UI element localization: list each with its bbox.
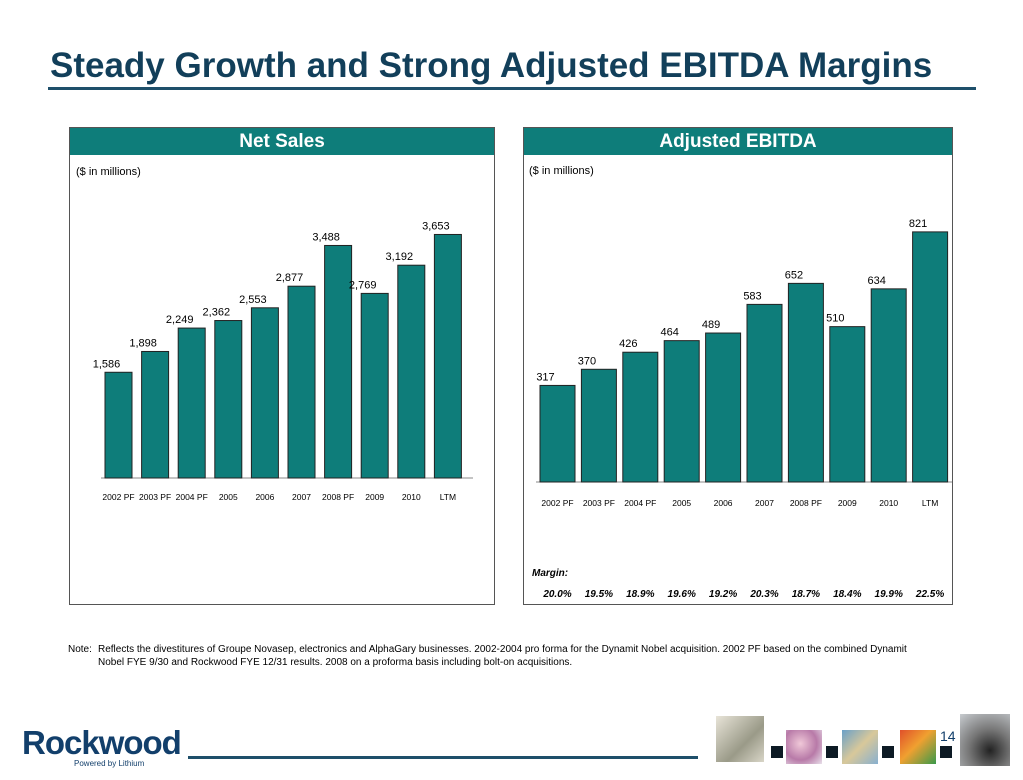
tick-label-9: LTM (440, 492, 456, 502)
footnote-prefix: Note: (68, 644, 92, 655)
bar-4 (705, 332, 742, 483)
net-sales-unit: ($ in millions) (76, 166, 141, 178)
page-title: Steady Growth and Strong Adjusted EBITDA… (50, 46, 933, 85)
tick-label-3: 2005 (219, 492, 238, 502)
bar-5 (746, 303, 783, 483)
data-label-4: 489 (702, 319, 720, 331)
data-label-5: 583 (743, 290, 761, 302)
bar-1 (141, 350, 170, 479)
margin-value-5: 20.3% (749, 589, 778, 600)
data-label-0: 1,586 (93, 358, 121, 370)
data-label-1: 370 (578, 355, 596, 367)
tick-label-4: 2006 (714, 498, 733, 508)
tick-label-8: 2010 (879, 498, 898, 508)
data-label-0: 317 (536, 371, 554, 383)
data-label-8: 3,192 (386, 251, 414, 263)
adjusted-ebitda-header: Adjusted EBITDA (524, 128, 952, 155)
title-divider (48, 87, 976, 90)
pills-photo-icon (786, 730, 822, 764)
tick-label-2: 2004 PF (624, 498, 656, 508)
data-label-8: 634 (868, 275, 886, 287)
footnote-text: Reflects the divestitures of Groupe Nova… (98, 644, 907, 668)
bar-6 (787, 282, 824, 483)
square-bullet-icon (882, 746, 894, 758)
margin-value-3: 19.6% (668, 589, 696, 600)
bar-0 (539, 384, 576, 483)
bar-3 (214, 320, 243, 479)
page-number: 14 (940, 728, 956, 744)
data-label-3: 2,362 (203, 307, 231, 319)
margin-label: Margin: (532, 568, 569, 579)
pigment-photo-icon (900, 730, 936, 764)
data-label-9: 3,653 (422, 220, 450, 232)
tick-label-1: 2003 PF (139, 492, 171, 502)
data-label-2: 426 (619, 338, 637, 350)
margin-value-7: 18.4% (833, 589, 861, 600)
company-logo: Rockwood Powered by Lithium (22, 724, 182, 768)
data-label-9: 821 (909, 218, 927, 230)
bar-2 (177, 327, 206, 479)
footer-divider (188, 756, 698, 759)
data-label-7: 2,769 (349, 279, 377, 291)
bar-8 (870, 288, 907, 483)
bar-4 (250, 307, 279, 479)
bar-7 (829, 326, 866, 483)
tick-label-3: 2005 (672, 498, 691, 508)
data-label-3: 464 (661, 327, 679, 339)
bar-8 (397, 264, 426, 479)
tick-label-4: 2006 (255, 492, 274, 502)
margin-value-1: 19.5% (585, 589, 613, 600)
tick-label-9: LTM (922, 498, 938, 508)
bar-9 (912, 231, 949, 483)
margin-value-8: 19.9% (875, 589, 903, 600)
data-label-1: 1,898 (129, 337, 157, 349)
bar-5 (287, 285, 316, 479)
bar-9 (433, 233, 462, 479)
bar-1 (580, 368, 617, 483)
logo-wordmark: Rockwood (22, 724, 182, 761)
square-bullet-icon (771, 746, 783, 758)
tick-label-6: 2008 PF (322, 492, 354, 502)
car-photo-icon (960, 714, 1010, 766)
adjusted-ebitda-panel: Adjusted EBITDA ($ in millions) 317 2002 … (523, 127, 953, 605)
square-bullet-icon (940, 746, 952, 758)
margin-value-2: 18.9% (626, 589, 654, 600)
tick-label-5: 2007 (292, 492, 311, 502)
logo-tagline: Powered by Lithium (74, 759, 145, 768)
net-sales-header: Net Sales (70, 128, 494, 155)
tick-label-5: 2007 (755, 498, 774, 508)
bar-3 (663, 340, 700, 483)
tick-label-8: 2010 (402, 492, 421, 502)
bar-7 (360, 292, 389, 479)
data-label-6: 652 (785, 269, 803, 281)
adjusted-ebitda-chart: 317 2002 PF 20.0% 370 2003 PF 19.5% 426 2004 PF… (536, 218, 952, 600)
data-label-6: 3,488 (312, 231, 340, 243)
data-label-5: 2,877 (276, 272, 304, 284)
margin-value-9: 22.5% (915, 589, 944, 600)
tick-label-1: 2003 PF (583, 498, 615, 508)
margin-value-0: 20.0% (542, 589, 571, 600)
lab-flask-photo-icon (716, 716, 764, 762)
data-label-2: 2,249 (166, 314, 194, 326)
bar-6 (324, 244, 353, 479)
tick-label-6: 2008 PF (790, 498, 822, 508)
net-sales-panel: Net Sales ($ in millions) 1,586 2002 PF 1,… (69, 127, 495, 605)
margin-value-4: 19.2% (709, 589, 737, 600)
tick-label-2: 2004 PF (176, 492, 208, 502)
square-bullet-icon (826, 746, 838, 758)
tick-label-7: 2009 (365, 492, 384, 502)
bar-0 (104, 371, 133, 479)
adjusted-ebitda-unit: ($ in millions) (529, 165, 594, 177)
tick-label-7: 2009 (838, 498, 857, 508)
data-label-7: 510 (826, 313, 844, 325)
tick-label-0: 2002 PF (102, 492, 134, 502)
margin-value-6: 18.7% (792, 589, 820, 600)
tick-label-0: 2002 PF (541, 498, 573, 508)
bar-2 (622, 351, 659, 483)
data-label-4: 2,553 (239, 294, 267, 306)
net-sales-chart: 1,586 2002 PF 1,898 2003 PF 2,249 2004 PF 2,36… (93, 220, 473, 502)
fabric-photo-icon (842, 730, 878, 764)
